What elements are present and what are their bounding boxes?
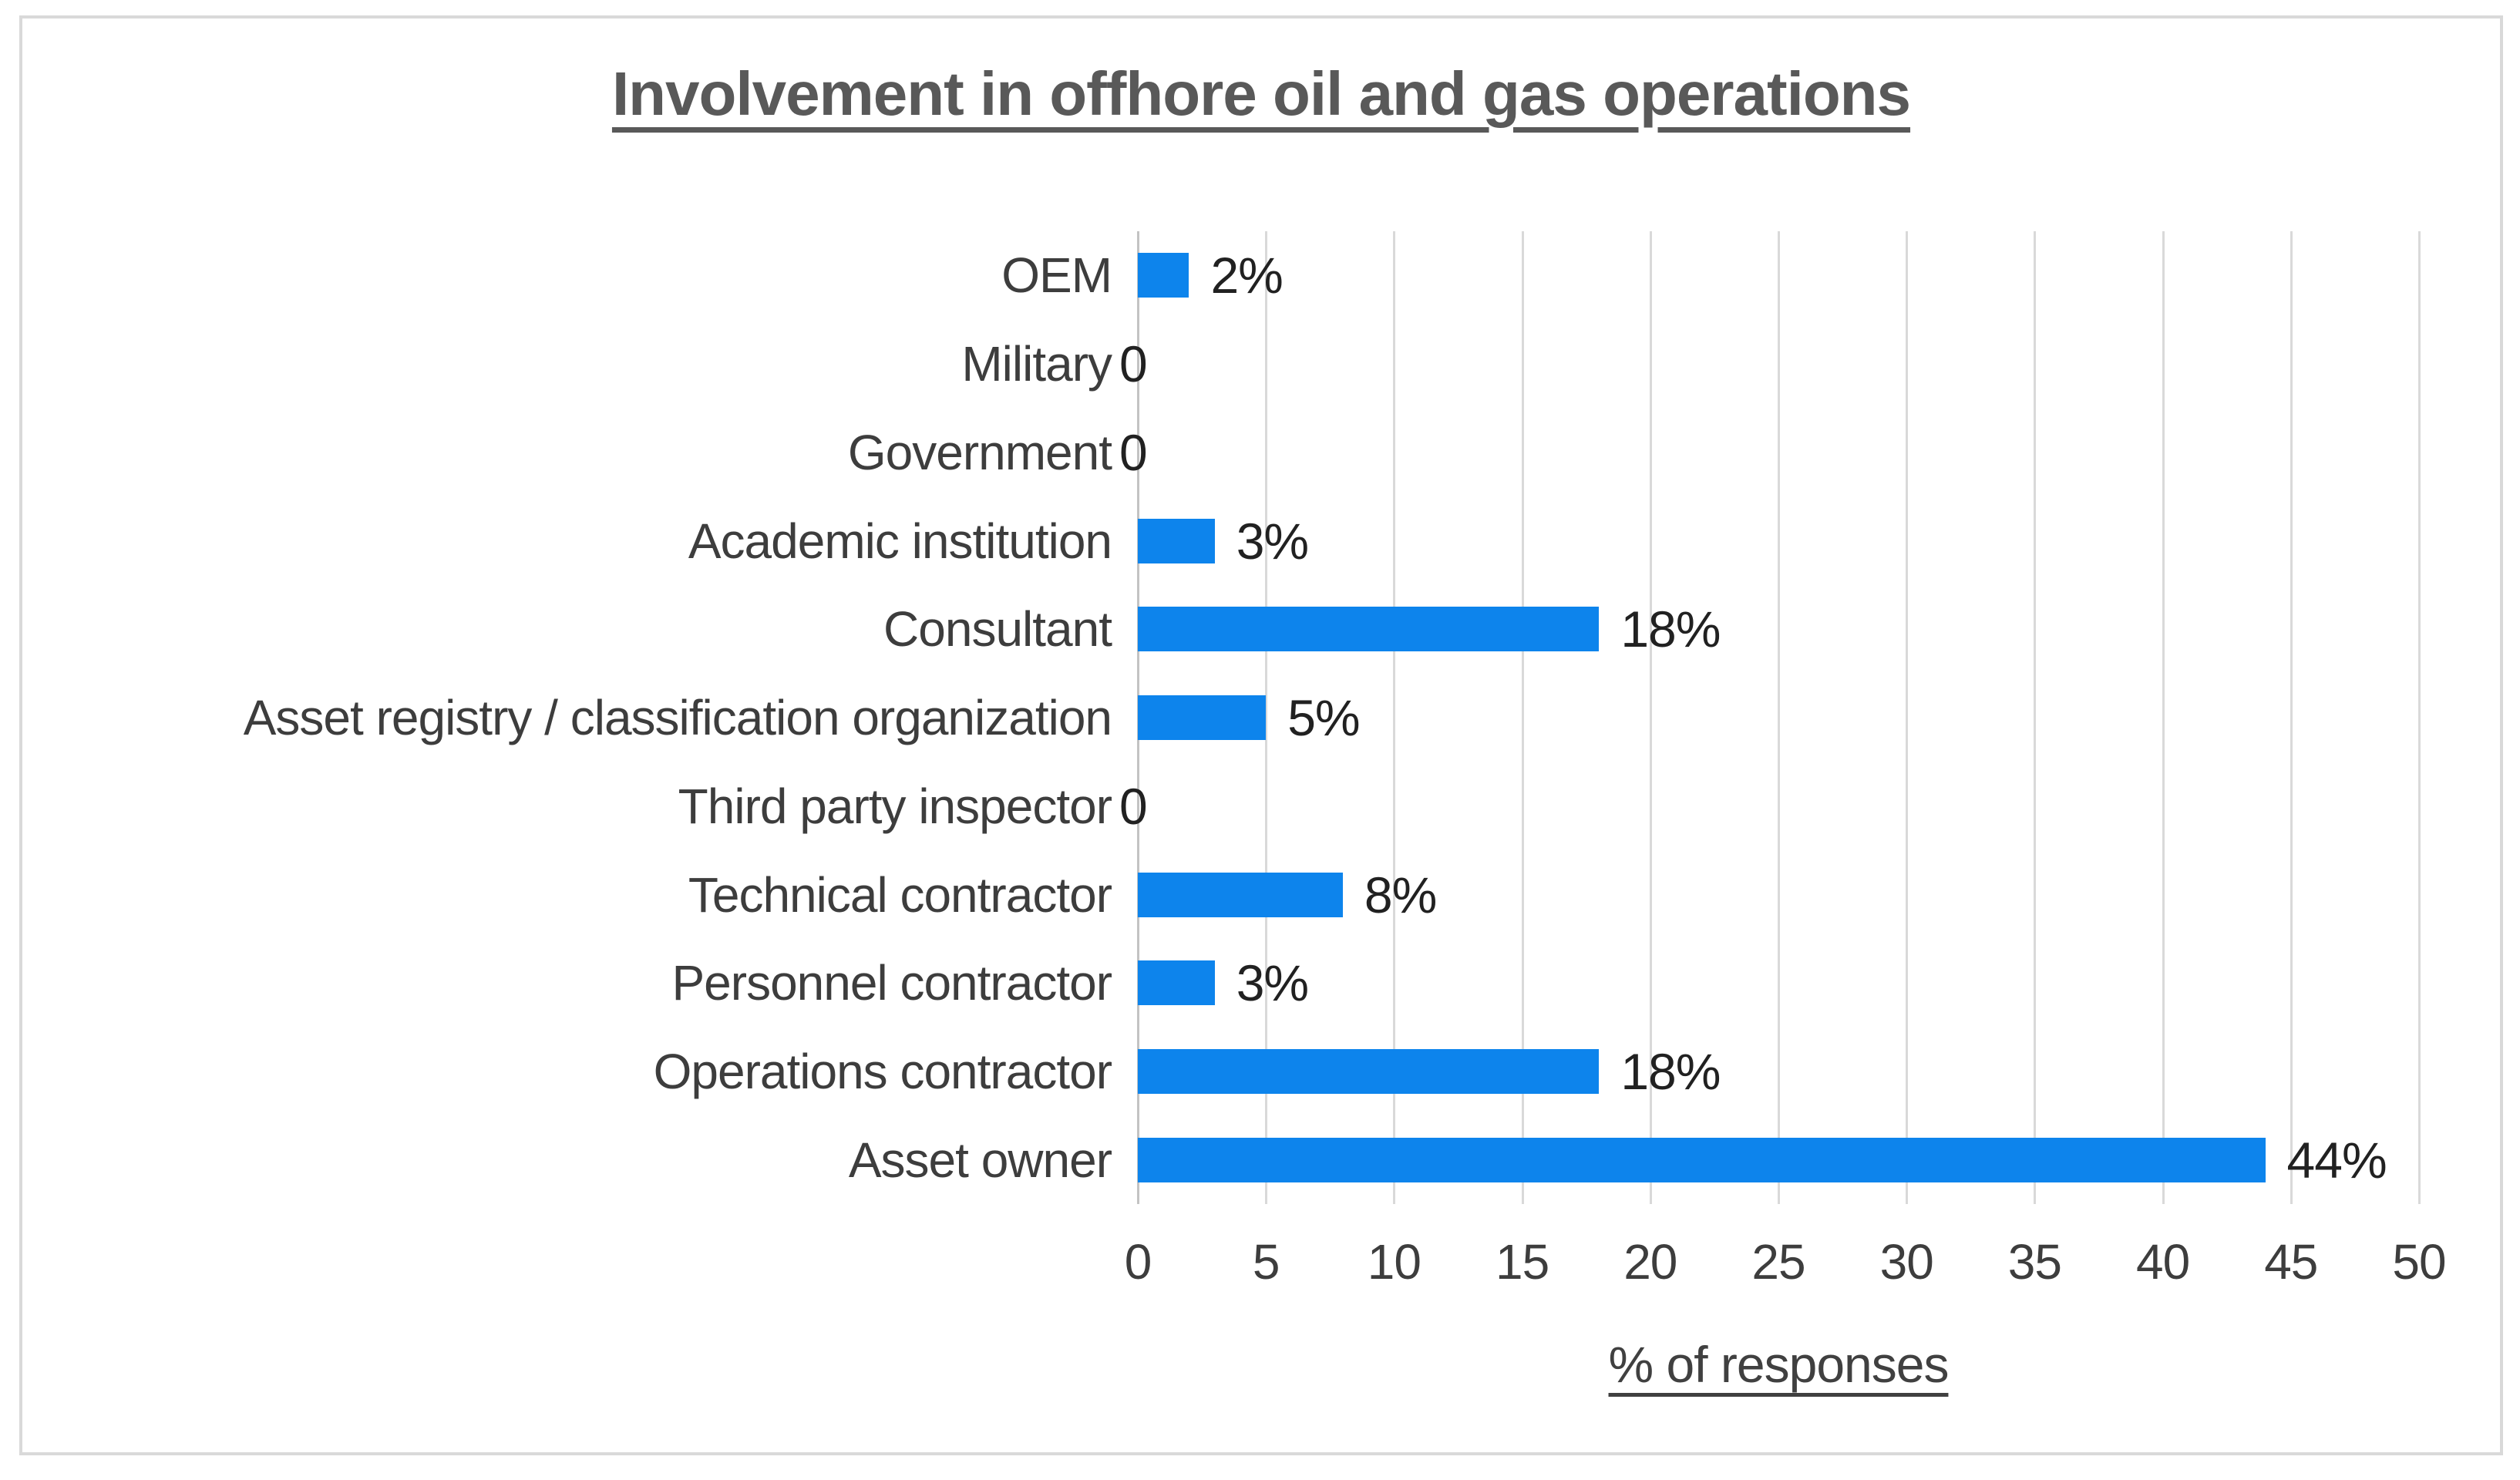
bar-track: 44% <box>1138 1115 2419 1204</box>
tick-label: 10 <box>1367 1234 1421 1290</box>
value-label: 0 <box>1119 335 1148 393</box>
gridline <box>1649 231 1652 1204</box>
bar-track: 8% <box>1138 850 2419 939</box>
bar <box>1138 1048 1600 1094</box>
tick-label: 0 <box>1124 1234 1152 1290</box>
value-label: 5% <box>1287 689 1360 747</box>
value-label: 2% <box>1210 247 1283 304</box>
bar <box>1138 960 1215 1006</box>
bar <box>1138 695 1267 741</box>
value-label: 0 <box>1119 423 1148 481</box>
bar-row: Asset owner 44% <box>22 1115 2419 1204</box>
tick-label: 5 <box>1252 1234 1280 1290</box>
tick-label: 30 <box>1879 1234 1934 1290</box>
category-label: Asset registry / classification organiza… <box>243 690 1112 746</box>
bar-row: Asset registry / classification organiza… <box>22 674 2419 762</box>
tick-label: 20 <box>1623 1234 1677 1290</box>
value-label: 44% <box>2286 1131 2387 1189</box>
x-axis-title: % of responses <box>1608 1336 1950 1393</box>
bar-track: 0 <box>1119 408 2419 496</box>
gridline <box>2162 231 2165 1204</box>
chart-title: Involvement in offhore oil and gas opera… <box>611 59 1911 128</box>
value-label: 3% <box>1236 954 1309 1012</box>
category-label: Academic institution <box>688 513 1112 569</box>
gridline <box>1778 231 1780 1204</box>
bar <box>1138 607 1600 652</box>
gridline <box>2290 231 2293 1204</box>
tick-label: 50 <box>2392 1234 2446 1290</box>
tick-label: 40 <box>2136 1234 2190 1290</box>
gridline <box>1265 231 1268 1204</box>
category-label: Asset owner <box>848 1132 1112 1188</box>
x-axis-ticks: 0 5 10 15 20 25 30 35 40 45 50 <box>1125 1233 2447 1303</box>
bar-track: 2% <box>1138 231 2419 320</box>
gridline <box>2034 231 2037 1204</box>
bar-row: Government 0 <box>22 408 2419 496</box>
bar <box>1138 518 1215 563</box>
bar-track: 3% <box>1138 939 2419 1028</box>
tick-label: 25 <box>1751 1234 1805 1290</box>
bar-row: Operations contractor 18% <box>22 1028 2419 1116</box>
bar <box>1138 253 1189 298</box>
bar-row: Military 0 <box>22 320 2419 409</box>
gridline <box>1906 231 1909 1204</box>
category-label: Consultant <box>883 601 1112 658</box>
bar-row: Personnel contractor 3% <box>22 939 2419 1028</box>
gridline <box>1393 231 1396 1204</box>
value-label: 0 <box>1119 777 1148 835</box>
tick-label: 45 <box>2264 1234 2318 1290</box>
bar-rows: OEM 2% Military 0 Government 0 Academic … <box>22 231 2419 1204</box>
category-label: Operations contractor <box>653 1043 1112 1099</box>
bar-track: 18% <box>1138 585 2419 674</box>
bar-track: 3% <box>1138 496 2419 585</box>
bar-row: Third party inspector 0 <box>22 762 2419 850</box>
category-label: Technical contractor <box>688 866 1112 923</box>
gridline <box>1521 231 1524 1204</box>
bar-row: OEM 2% <box>22 231 2419 320</box>
value-label: 3% <box>1236 512 1309 570</box>
bar-track: 5% <box>1138 674 2419 762</box>
value-label: 18% <box>1620 1042 1721 1100</box>
category-label: Third party inspector <box>678 778 1112 834</box>
bar-row: Technical contractor 8% <box>22 850 2419 939</box>
category-label: OEM <box>1001 247 1112 304</box>
tick-label: 15 <box>1496 1234 1549 1290</box>
bar <box>1138 872 1343 917</box>
bar-track: 0 <box>1119 320 2419 409</box>
gridline <box>2418 231 2421 1204</box>
bar-row: Consultant 18% <box>22 585 2419 674</box>
bar-track: 0 <box>1119 762 2419 850</box>
category-label: Government <box>847 424 1112 480</box>
tick-label: 35 <box>2007 1234 2062 1290</box>
category-label: Military <box>961 336 1112 392</box>
chart-frame: Involvement in offhore oil and gas opera… <box>19 15 2503 1455</box>
bar-track: 18% <box>1138 1028 2419 1116</box>
value-label: 18% <box>1620 600 1721 658</box>
category-label: Personnel contractor <box>671 955 1112 1011</box>
bar <box>1138 1137 2266 1182</box>
value-label: 8% <box>1364 866 1437 923</box>
bar-row: Academic institution 3% <box>22 496 2419 585</box>
